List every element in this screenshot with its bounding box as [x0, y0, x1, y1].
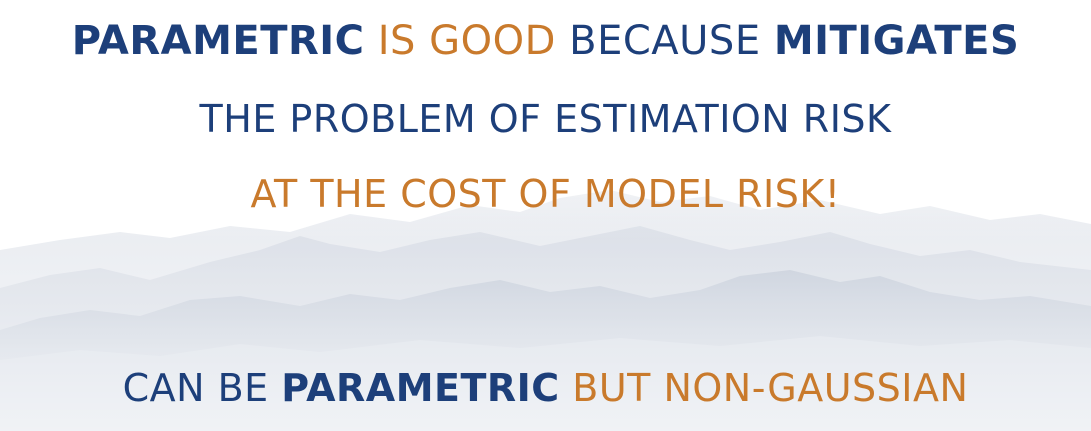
- word-because: BECAUSE: [555, 18, 774, 64]
- phrase-is-good: IS GOOD: [364, 18, 556, 64]
- footer-line: CAN BE PARAMETRIC BUT NON-GAUSSIAN: [0, 366, 1091, 410]
- phrase-can-be: CAN BE: [122, 366, 282, 410]
- word-mitigates: MITIGATES: [773, 18, 1020, 64]
- headline-line-1: PARAMETRIC IS GOOD BECAUSE MITIGATES: [0, 18, 1091, 64]
- headline-line-2: THE PROBLEM OF ESTIMATION RISK: [199, 97, 892, 141]
- headline-line-3: AT THE COST OF MODEL RISK!: [250, 172, 841, 216]
- word-parametric: PARAMETRIC: [71, 18, 365, 64]
- phrase-but-non-gaussian: BUT NON-GAUSSIAN: [559, 366, 969, 410]
- word-parametric-2: PARAMETRIC: [281, 366, 560, 410]
